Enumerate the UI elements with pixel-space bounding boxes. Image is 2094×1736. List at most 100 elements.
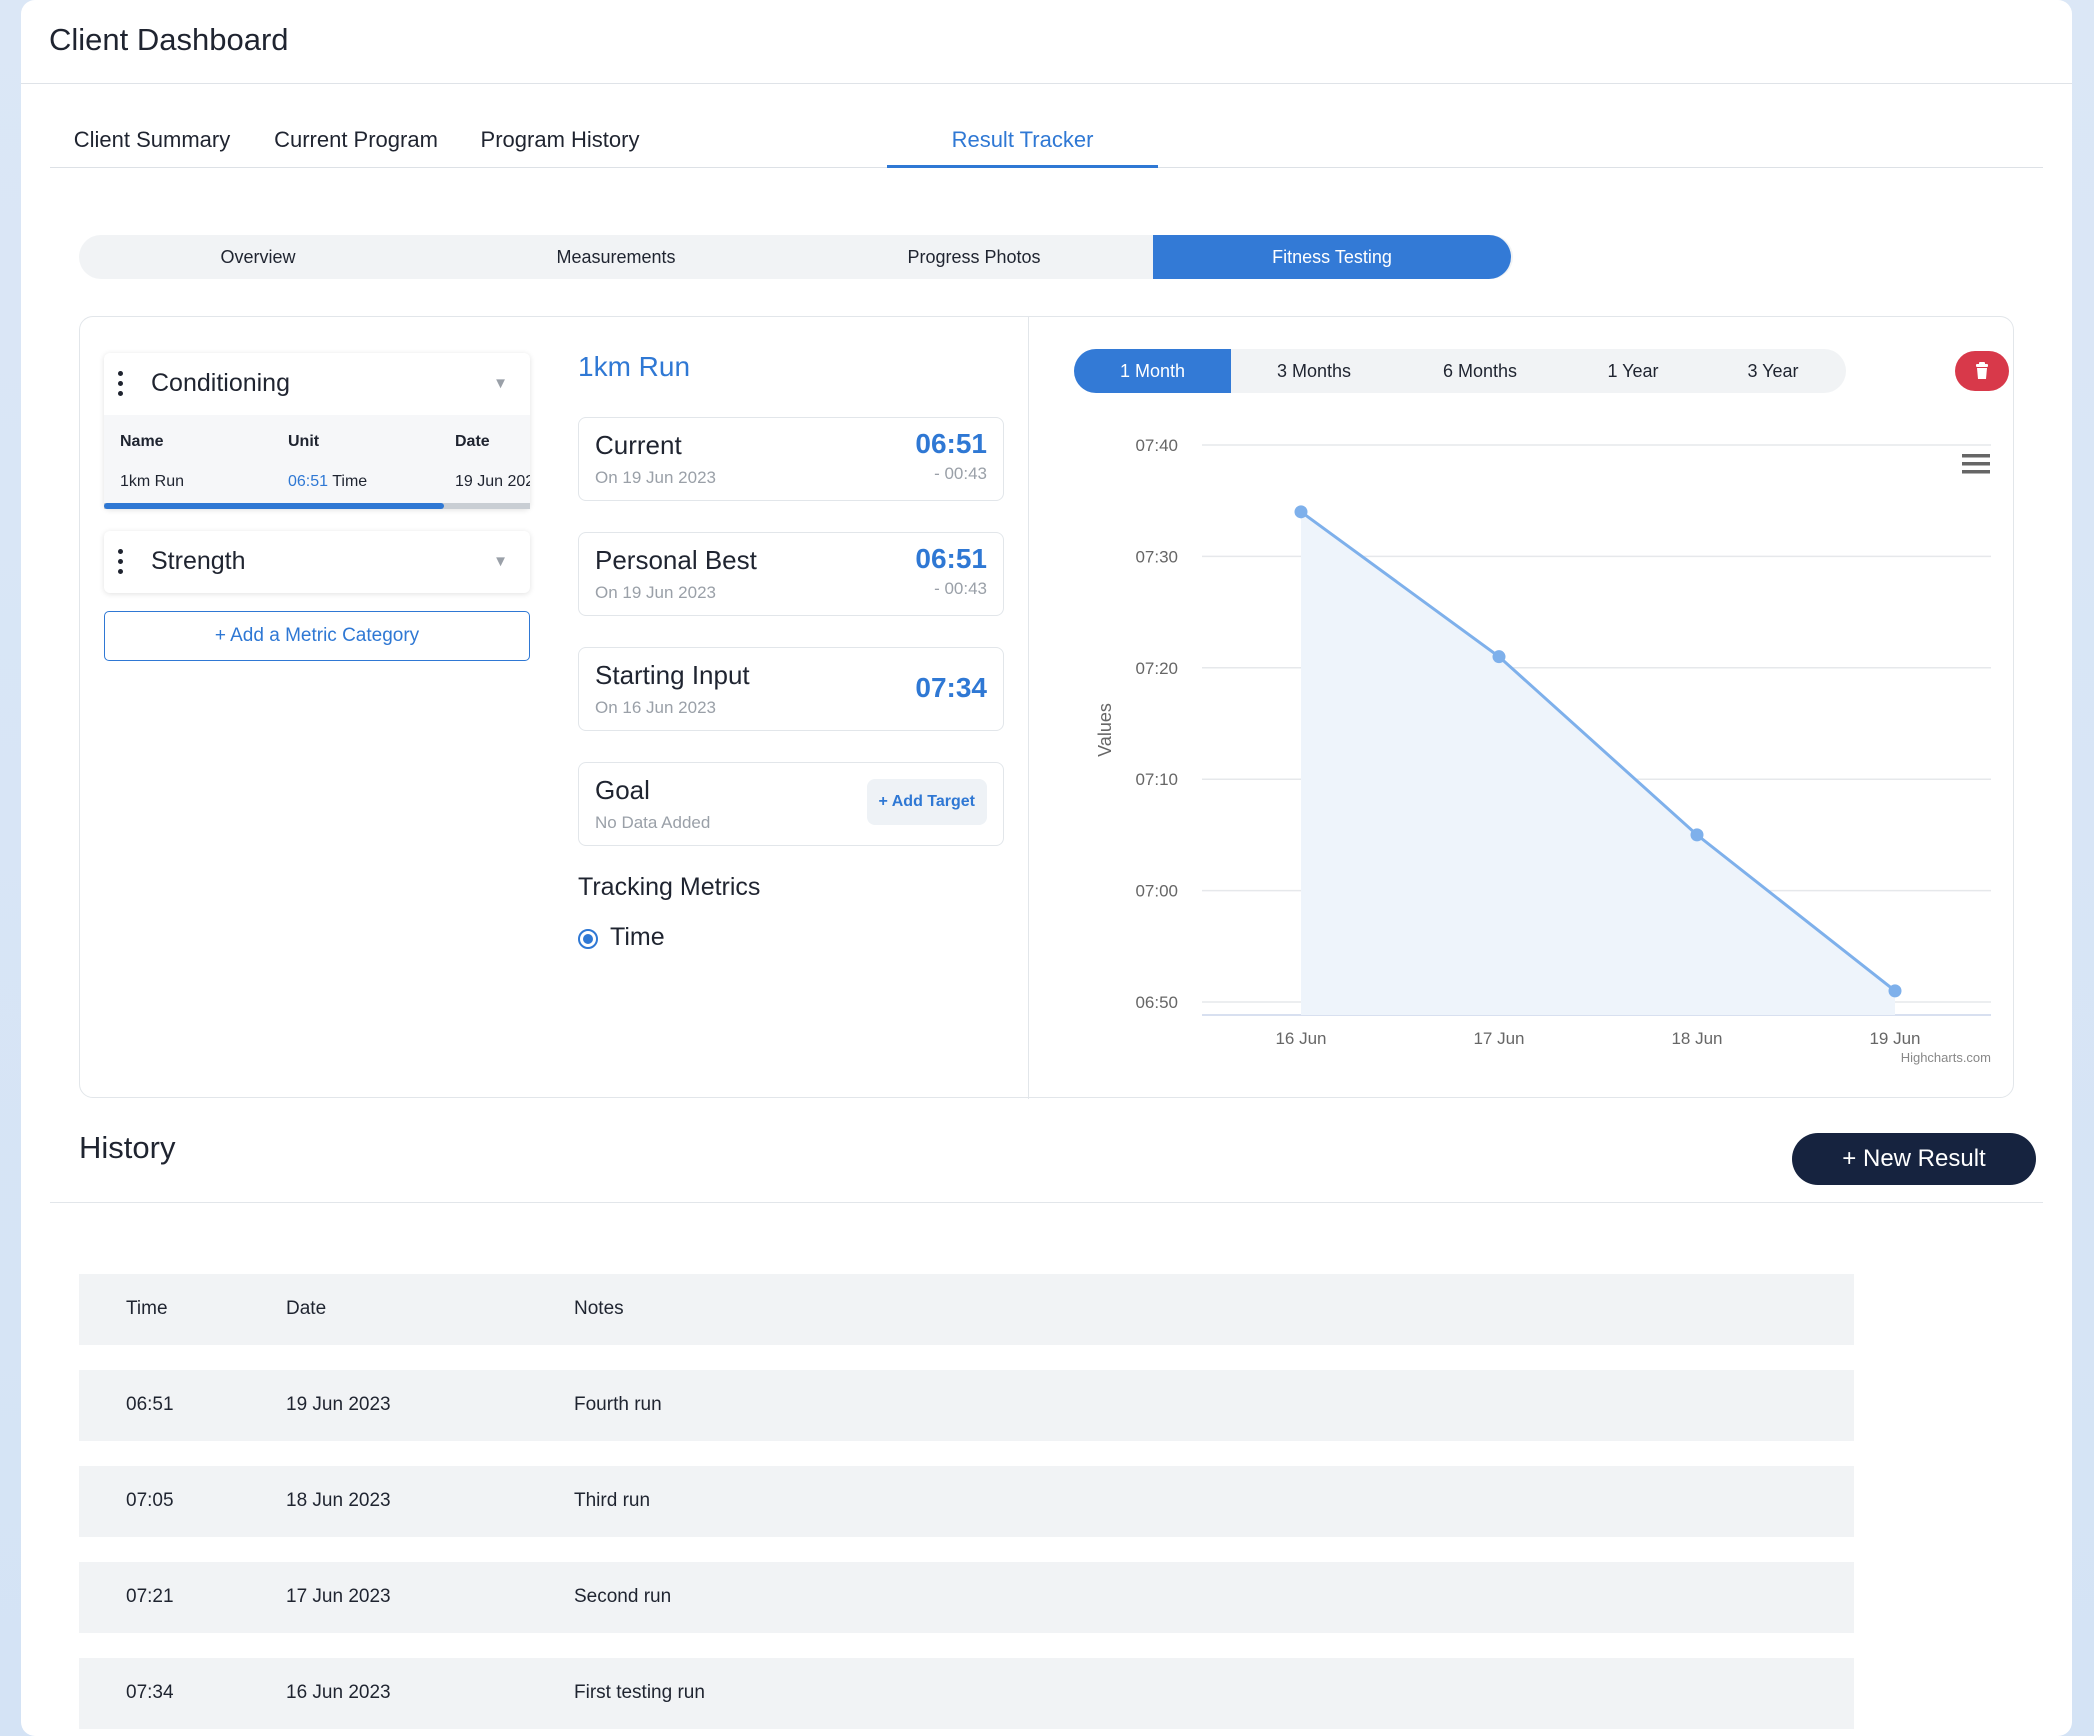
y-tick-label: 07:00 (1135, 882, 1178, 901)
series-line (1300, 510, 1896, 993)
range-1-month[interactable]: 1 Month (1074, 349, 1231, 393)
stat-current: Current On 19 Jun 2023 06:51 - 00:43 (578, 417, 1004, 501)
horizontal-scrollbar[interactable] (104, 503, 530, 509)
cell-date: 16 Jun 2023 (286, 1682, 391, 1703)
subtabs-bar: Overview Measurements Progress Photos Fi… (79, 235, 1513, 279)
column-header-unit: Unit (288, 433, 320, 450)
delete-button[interactable] (1955, 351, 2009, 391)
result-chart: 06:50 07:00 07:10 07:20 07:30 07:40 16 Jun 17 J… (1095, 436, 1991, 1065)
range-3-year[interactable]: 3 Year (1747, 361, 1799, 381)
x-tick-label: 17 Jun (1473, 1029, 1524, 1048)
caret-down-icon[interactable]: ▼ (493, 375, 508, 392)
stat-value: 06:51 (915, 543, 987, 574)
subtab-progress-photos[interactable]: Progress Photos (907, 247, 1041, 267)
range-1-year[interactable]: 1 Year (1607, 361, 1659, 381)
category-card-strength: Strength ▼ (104, 531, 530, 593)
main-tabs: Client Summary Current Program Program H… (50, 118, 2043, 168)
cell-time: 06:51 (126, 1394, 174, 1415)
category-card-conditioning: Conditioning ▼ Name Unit Date 1km Run 06… (104, 353, 530, 509)
stat-goal: Goal No Data Added + Add Target (578, 762, 1004, 846)
history-title: History (79, 1130, 176, 1165)
data-point (1690, 828, 1704, 842)
panel-divider (1028, 317, 1029, 1099)
x-tick-label: 16 Jun (1275, 1029, 1326, 1048)
table-row[interactable]: 07:21 17 Jun 2023 Second run (79, 1562, 1854, 1633)
cell-notes: First testing run (574, 1682, 705, 1703)
tab-program-history[interactable]: Program History (480, 127, 640, 152)
history-col-notes: Notes (574, 1298, 624, 1319)
history-col-date: Date (286, 1298, 327, 1319)
stat-date: No Data Added (595, 813, 711, 832)
radio-time-label[interactable]: Time (610, 923, 665, 951)
range-3-months[interactable]: 3 Months (1276, 361, 1352, 381)
dashboard-page: Client Dashboard Client Summary Current … (21, 0, 2072, 1736)
area-fill (1301, 511, 1895, 1015)
table-row[interactable]: 07:34 16 Jun 2023 First testing run (79, 1658, 1854, 1729)
row-unit-value: 06:51 (288, 473, 329, 490)
range-6-months[interactable]: 6 Months (1442, 361, 1518, 381)
y-tick-label: 07:40 (1135, 436, 1178, 455)
new-result-button[interactable]: + New Result (1792, 1133, 2036, 1185)
data-point (1294, 505, 1308, 519)
stat-label: Goal (595, 775, 650, 805)
data-point (1888, 984, 1902, 998)
page-title: Client Dashboard (49, 22, 289, 57)
y-tick-label: 06:50 (1135, 993, 1178, 1012)
stat-date: On 16 Jun 2023 (595, 698, 716, 717)
row-unit-label: Time (332, 473, 368, 490)
row-date: 19 Jun 2023 (455, 473, 530, 490)
x-tick-label: 19 Jun (1869, 1029, 1920, 1048)
row-name[interactable]: 1km Run (120, 473, 185, 490)
column-header-date: Date (455, 433, 490, 450)
category-table: Name Unit Date 1km Run 06:51 Time 19 Jun… (104, 415, 530, 509)
cell-time: 07:34 (126, 1682, 174, 1703)
category-header[interactable]: Conditioning ▼ (104, 353, 530, 415)
scrollbar-thumb[interactable] (104, 503, 444, 509)
history-divider (50, 1202, 2043, 1203)
stat-starting-input: Starting Input On 16 Jun 2023 07:34 (578, 647, 1004, 731)
category-header[interactable]: Strength ▼ (104, 531, 530, 593)
kebab-menu-icon[interactable] (118, 549, 124, 575)
cell-date: 17 Jun 2023 (286, 1586, 391, 1607)
stat-date: On 19 Jun 2023 (595, 468, 716, 487)
table-row[interactable]: 06:51 19 Jun 2023 Fourth run (79, 1370, 1854, 1441)
subtab-fitness-testing[interactable]: Fitness Testing (1153, 235, 1511, 279)
cell-notes: Third run (574, 1490, 651, 1511)
tab-client-summary[interactable]: Client Summary (73, 127, 231, 152)
y-tick-label: 07:30 (1135, 547, 1178, 566)
chart-menu-icon[interactable] (1962, 454, 1990, 474)
stat-value: 07:34 (915, 672, 987, 703)
metric-title: 1km Run (578, 351, 691, 382)
stat-value: 06:51 (915, 428, 987, 459)
stat-date: On 19 Jun 2023 (595, 583, 716, 602)
cell-time: 07:05 (126, 1490, 174, 1511)
tracking-metrics-title: Tracking Metrics (578, 873, 761, 901)
x-tick-label: 18 Jun (1671, 1029, 1722, 1048)
add-metric-category-button[interactable]: + Add a Metric Category (104, 611, 530, 661)
caret-down-icon[interactable]: ▼ (493, 553, 508, 570)
y-axis-label: Values (1095, 703, 1115, 757)
stat-label: Starting Input (595, 660, 750, 690)
column-header-name: Name (120, 433, 164, 450)
stat-diff: - 00:43 (934, 464, 987, 483)
category-title: Conditioning (151, 369, 290, 397)
subtab-overview[interactable]: Overview (220, 247, 296, 267)
tab-result-tracker[interactable]: Result Tracker (887, 118, 1158, 168)
add-target-button[interactable]: + Add Target (866, 779, 987, 825)
cell-notes: Second run (574, 1586, 672, 1607)
kebab-menu-icon[interactable] (118, 371, 124, 397)
subtab-measurements[interactable]: Measurements (556, 247, 676, 267)
stat-personal-best: Personal Best On 19 Jun 2023 06:51 - 00:… (578, 532, 1004, 616)
cell-time: 07:21 (126, 1586, 174, 1607)
cell-date: 19 Jun 2023 (286, 1394, 391, 1415)
history-col-time: Time (126, 1298, 168, 1319)
y-tick-label: 07:20 (1135, 659, 1178, 678)
fitness-panel: Conditioning ▼ Name Unit Date 1km Run 06… (79, 316, 2014, 1099)
cell-date: 18 Jun 2023 (286, 1490, 391, 1511)
radio-time[interactable] (578, 929, 598, 949)
tab-current-program[interactable]: Current Program (274, 127, 438, 152)
history-header-row: Time Date Notes (79, 1274, 1854, 1345)
table-row[interactable]: 07:05 18 Jun 2023 Third run (79, 1466, 1854, 1537)
row-unit: 06:51 Time (288, 473, 367, 491)
stat-label: Current (595, 430, 682, 460)
